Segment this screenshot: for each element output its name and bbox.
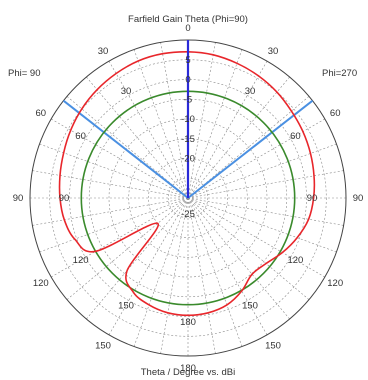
- grid-circle: [128, 138, 248, 258]
- outer-theta-label: 180: [180, 363, 196, 374]
- grid-spoke: [187, 76, 290, 199]
- outer-theta-label: 30: [98, 46, 109, 57]
- inner-theta-label: 150: [118, 301, 134, 312]
- grid-spoke: [187, 197, 337, 253]
- inner-theta-label: 30: [121, 86, 132, 97]
- outer-theta-label: 90: [13, 193, 24, 204]
- phi-left-label: Phi= 90: [8, 68, 41, 79]
- radial-tick-label: 5: [185, 55, 190, 66]
- grid-spoke: [187, 197, 310, 300]
- radial-tick-label: -10: [181, 114, 195, 125]
- radial-tick-label: -25: [181, 209, 195, 220]
- outer-theta-label: 150: [265, 340, 281, 351]
- phi-right-label: Phi=270: [322, 68, 357, 79]
- grid-spoke: [39, 143, 189, 199]
- grid-spoke: [86, 197, 189, 320]
- outer-theta-label: 60: [36, 108, 47, 119]
- outer-theta-label: 90: [353, 193, 364, 204]
- outer-theta-label: 120: [327, 278, 343, 289]
- outer-theta-label: 150: [95, 340, 111, 351]
- radial-tick-label: -20: [181, 154, 195, 165]
- beamwidth-line: [62, 99, 189, 199]
- inner-theta-label: 180: [180, 317, 196, 328]
- axis-label: Theta / Degree vs. dBi: [141, 367, 236, 378]
- radial-tick-label: 0: [185, 75, 190, 86]
- radial-tick-label: -5: [184, 95, 192, 106]
- chart-title: Farfield Gain Theta (Phi=90): [128, 14, 248, 25]
- pattern-curves: [58, 40, 316, 317]
- beamwidth-line: [187, 99, 314, 199]
- inner-theta-label: 60: [290, 131, 301, 142]
- grid-circle: [69, 79, 307, 317]
- outer-theta-label: 120: [33, 278, 49, 289]
- beamwidth-lines: [62, 99, 314, 199]
- inner-theta-label: 90: [59, 193, 70, 204]
- inner-theta-label: 30: [245, 86, 256, 97]
- outer-theta-label: 0: [185, 23, 190, 34]
- inner-theta-label: 120: [287, 255, 303, 266]
- inner-theta-label: 150: [242, 301, 258, 312]
- inner-theta-label: 120: [73, 255, 89, 266]
- grid-circle: [108, 118, 268, 278]
- grid-spoke: [32, 197, 189, 226]
- inner-theta-label: 60: [75, 131, 86, 142]
- gain-curve: [58, 50, 316, 317]
- outer-theta-label: 60: [330, 108, 341, 119]
- outer-theta-label: 30: [268, 46, 279, 57]
- angle-labels: 0 30 60 90 120 150 180 150 120 90 60 30 30 60 90 120 150…: [13, 23, 364, 374]
- radial-tick-label: -15: [181, 134, 195, 145]
- inner-theta-label: 90: [307, 193, 318, 204]
- grid-circle: [49, 59, 327, 337]
- grid-spoke: [187, 197, 216, 354]
